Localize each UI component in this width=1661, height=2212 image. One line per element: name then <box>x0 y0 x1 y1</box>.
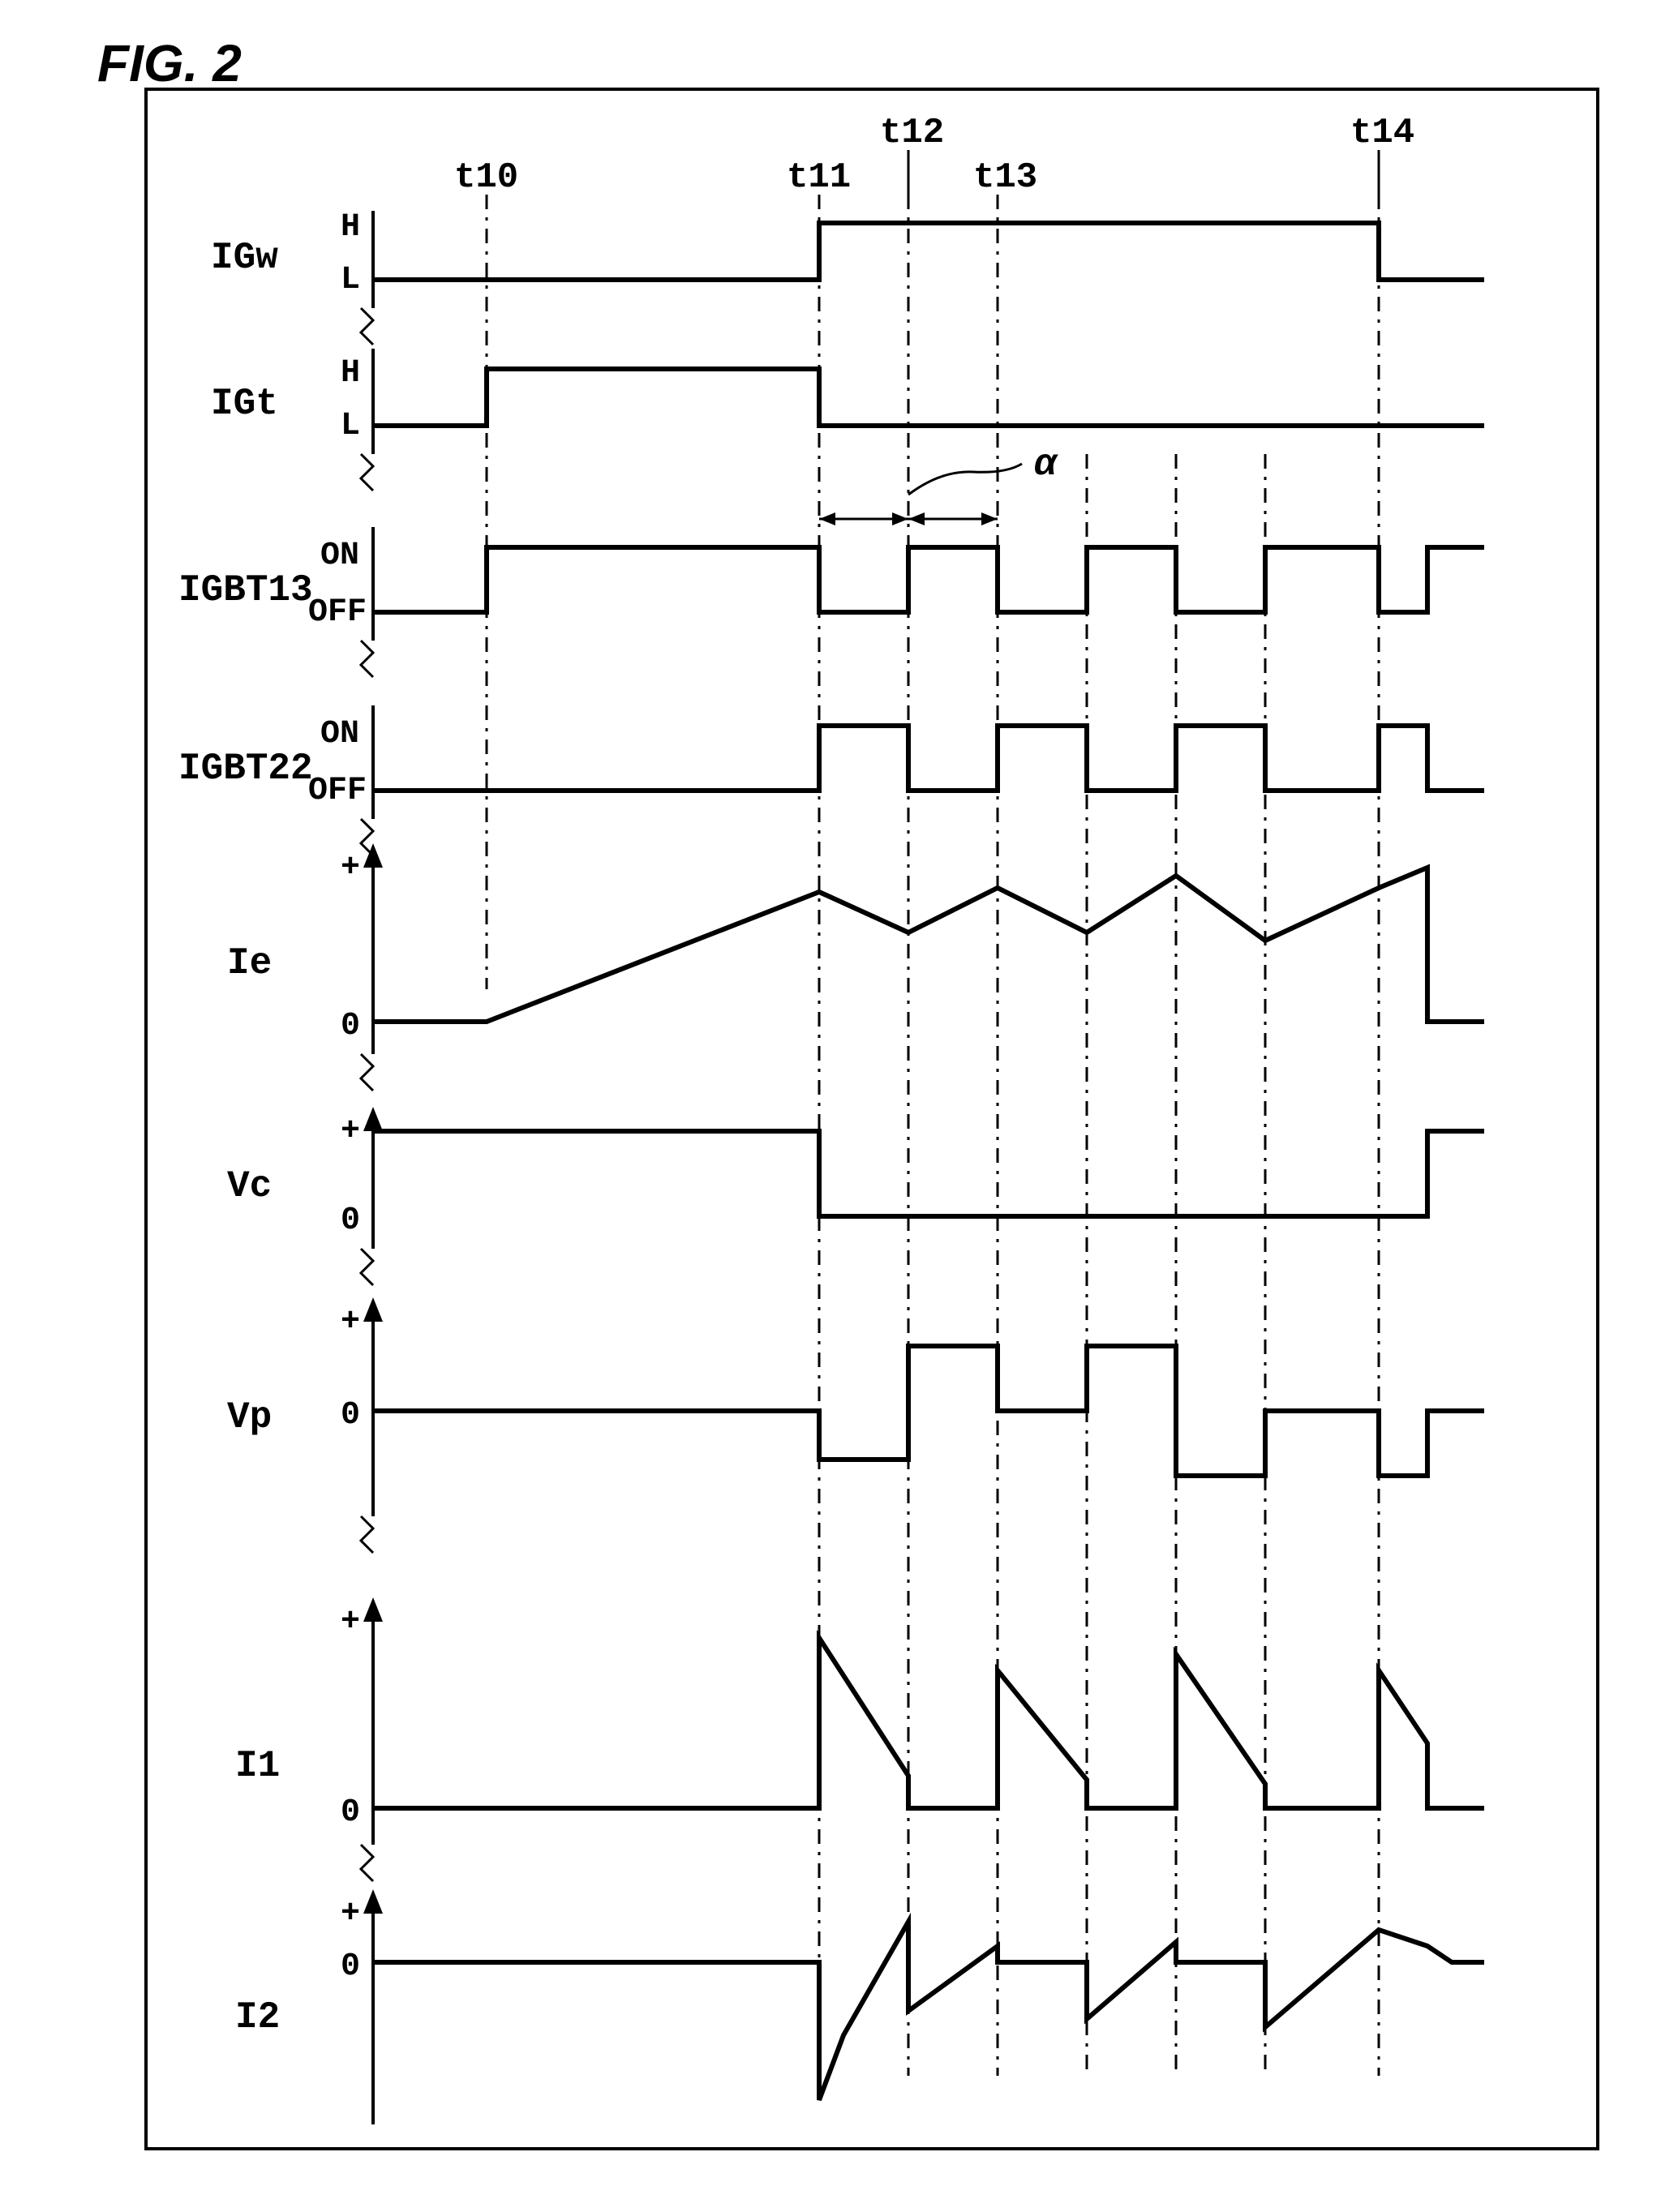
signal-label-IGt: IGt <box>211 383 278 425</box>
time-t13: t13 <box>973 157 1037 198</box>
alpha-annotation: α <box>819 444 1058 525</box>
signal-label-Vp: Vp <box>227 1396 272 1438</box>
svg-text:H: H <box>341 209 360 246</box>
row-IGt: IGt H L <box>211 349 1484 491</box>
svg-text:+: + <box>341 850 360 886</box>
svg-text:+: + <box>341 1304 360 1340</box>
signal-label-Vc: Vc <box>227 1165 272 1207</box>
timing-diagram: FIG. 2 t10 t11 t12 t13 t14 IGw H L <box>0 0 1661 2212</box>
svg-text:0: 0 <box>341 1202 360 1239</box>
svg-text:+: + <box>341 1604 360 1640</box>
svg-text:0: 0 <box>341 1397 360 1434</box>
row-Vp: Vp + 0 <box>227 1297 1484 1553</box>
svg-text:L: L <box>341 262 360 298</box>
svg-text:OFF: OFF <box>308 594 367 631</box>
row-Ie: Ie + 0 <box>227 843 1484 1091</box>
time-t10: t10 <box>454 157 518 198</box>
svg-text:ON: ON <box>320 716 359 752</box>
svg-text:OFF: OFF <box>308 773 367 809</box>
row-Vc: Vc + 0 <box>227 1107 1484 1285</box>
svg-text:L: L <box>341 408 360 444</box>
svg-text:+: + <box>341 1113 360 1150</box>
time-t11: t11 <box>787 157 851 198</box>
row-I1: I1 + 0 <box>235 1597 1484 1881</box>
time-labels: t10 t11 t12 t13 t14 <box>454 113 1414 198</box>
signal-label-I2: I2 <box>235 1996 280 2038</box>
row-IGBT13: IGBT13 ON OFF <box>178 527 1484 677</box>
signal-label-Ie: Ie <box>227 942 272 984</box>
figure-title: FIG. 2 <box>97 34 242 92</box>
svg-text:H: H <box>341 355 360 392</box>
signal-label-IGBT22: IGBT22 <box>178 748 313 790</box>
signal-label-I1: I1 <box>235 1745 280 1787</box>
svg-text:0: 0 <box>341 1008 360 1044</box>
time-guides <box>487 195 1379 2076</box>
svg-text:+: + <box>341 1896 360 1932</box>
time-t12: t12 <box>880 113 944 153</box>
svg-text:ON: ON <box>320 538 359 574</box>
time-t14: t14 <box>1350 113 1414 153</box>
signal-label-IGBT13: IGBT13 <box>178 569 313 611</box>
signal-label-IGw: IGw <box>211 237 278 279</box>
svg-text:0: 0 <box>341 1794 360 1831</box>
row-I2: I2 + 0 <box>235 1889 1484 2124</box>
svg-text:0: 0 <box>341 1948 360 1985</box>
row-IGw: IGw H L <box>211 209 1484 345</box>
row-IGBT22: IGBT22 ON OFF <box>178 705 1484 855</box>
alpha-label: α <box>1034 444 1058 486</box>
